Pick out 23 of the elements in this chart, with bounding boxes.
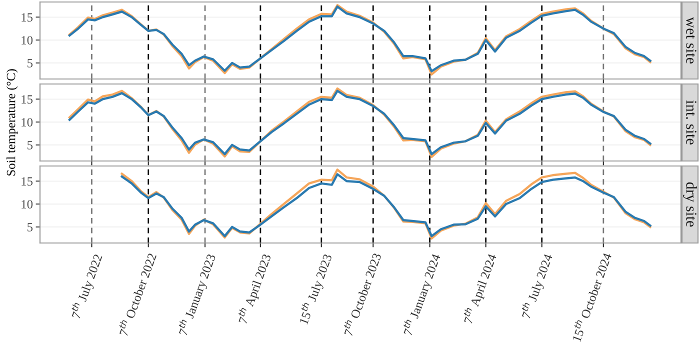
y-axis-title: Soil temperature (°C) [6,69,18,176]
x-tick-label: 7$^{th}$ January 2023 [176,252,218,337]
text: dry site [683,182,697,227]
y-tick-label: 15 [22,95,33,104]
y-tick-label: 5 [28,141,33,150]
x-tick-label: 7$^{th}$ April 2024 [460,252,499,326]
x-tick-label: 7$^{th}$ July 2024 [518,252,556,320]
text: wet site [686,16,696,64]
x-tick-label: 7$^{th}$ April 2023 [236,252,274,326]
y-tick-label: 5 [28,59,33,68]
text: int. site [686,100,696,144]
x-tick-label: 7$^{th}$ January 2024 [400,252,443,337]
x-tick-label: 15$^{th}$ July 2023 [296,252,334,326]
x-tick-label: 15$^{th}$ October 2024 [569,251,612,342]
y-tick-label: 10 [22,118,33,126]
y-tick-label: 10 [22,36,33,44]
y-tick-label: 5 [28,223,33,232]
x-tick-label: 7$^{th}$ July 2022 [68,252,105,320]
y-tick-label: 10 [22,200,33,208]
x-tick-label: 7$^{th}$ October 2023 [341,252,382,336]
y-tick-label: 15 [22,13,33,22]
x-tick-label: 7$^{th}$ October 2022 [116,252,157,336]
y-tick-label: 15 [22,177,33,186]
